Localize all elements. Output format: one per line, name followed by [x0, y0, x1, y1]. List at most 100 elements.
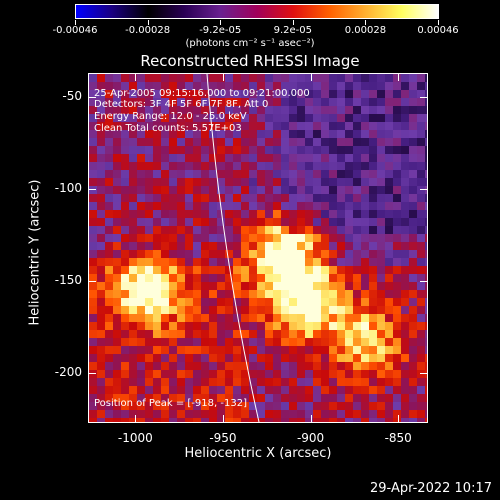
heatmap-cell — [145, 266, 153, 274]
heatmap-cell — [425, 258, 427, 266]
heatmap-cell — [121, 282, 129, 290]
heatmap-cell — [97, 122, 105, 130]
heatmap-cell — [257, 74, 265, 82]
heatmap-cell — [169, 146, 177, 154]
heatmap-cell — [281, 250, 289, 258]
heatmap-cell — [257, 106, 265, 114]
heatmap-cell — [217, 338, 225, 346]
heatmap-cell — [305, 266, 313, 274]
heatmap-cell — [425, 266, 427, 274]
heatmap-cell — [257, 194, 265, 202]
heatmap-cell — [137, 218, 145, 226]
heatmap-cell — [353, 82, 361, 90]
heatmap-cell — [153, 242, 161, 250]
heatmap-cell — [241, 146, 249, 154]
heatmap-cell — [233, 410, 241, 418]
heatmap-cell — [273, 274, 281, 282]
heatmap-cell — [233, 282, 241, 290]
heatmap-cell — [233, 74, 241, 82]
heatmap-cell — [209, 362, 217, 370]
heatmap-cell — [361, 394, 369, 402]
heatmap-cell — [257, 282, 265, 290]
heatmap-cell — [209, 402, 217, 410]
heatmap-cell — [209, 378, 217, 386]
heatmap-cell — [297, 322, 305, 330]
heatmap-cell — [249, 354, 257, 362]
heatmap-cell — [345, 170, 353, 178]
heatmap-cell — [417, 170, 425, 178]
heatmap-cell — [225, 354, 233, 362]
heatmap-cell — [305, 178, 313, 186]
heatmap-cell — [305, 322, 313, 330]
heatmap-cell — [297, 162, 305, 170]
heatmap-cell — [385, 402, 393, 410]
heatmap-cell — [201, 314, 209, 322]
heatmap-cell — [281, 74, 289, 82]
heatmap-cell — [369, 226, 377, 234]
heatmap-cell — [193, 194, 201, 202]
heatmap-cell — [177, 282, 185, 290]
heatmap-cell — [241, 90, 249, 98]
heatmap-cell — [177, 306, 185, 314]
heatmap-cell — [89, 146, 97, 154]
rhessi-image-plot[interactable]: 25-Apr-2005 09:15:16.000 to 09:21:00.000… — [88, 73, 428, 423]
heatmap-cell — [281, 122, 289, 130]
heatmap-cell — [337, 90, 345, 98]
heatmap-cell — [225, 322, 233, 330]
heatmap-cell — [409, 146, 417, 154]
heatmap-cell — [129, 298, 137, 306]
heatmap-cell — [377, 82, 385, 90]
heatmap-cell — [297, 386, 305, 394]
heatmap-cell — [97, 98, 105, 106]
heatmap-cell — [377, 202, 385, 210]
heatmap-cell — [249, 74, 257, 82]
heatmap-cell — [361, 242, 369, 250]
heatmap-cell — [289, 226, 297, 234]
heatmap-cell — [105, 226, 113, 234]
heatmap-cell — [129, 410, 137, 418]
heatmap-cell — [369, 298, 377, 306]
heatmap-cell — [369, 82, 377, 90]
heatmap-cell — [257, 274, 265, 282]
heatmap-cell — [377, 114, 385, 122]
heatmap-cell — [105, 394, 113, 402]
heatmap-cell — [329, 130, 337, 138]
heatmap-cell — [361, 274, 369, 282]
heatmap-cell — [353, 234, 361, 242]
heatmap-cell — [385, 298, 393, 306]
heatmap-cell — [105, 250, 113, 258]
heatmap-cell — [169, 314, 177, 322]
heatmap-cell — [217, 242, 225, 250]
heatmap-cell — [233, 418, 241, 422]
heatmap-cell — [161, 250, 169, 258]
heatmap-cell — [177, 314, 185, 322]
heatmap-cell — [361, 386, 369, 394]
heatmap-cell — [385, 314, 393, 322]
heatmap-cell — [121, 106, 129, 114]
heatmap-cell — [113, 138, 121, 146]
heatmap-cell — [97, 90, 105, 98]
heatmap-cell — [121, 410, 129, 418]
colorbar-tick-mark — [75, 20, 76, 25]
y-tick-label: -150 — [54, 273, 82, 288]
heatmap-cell — [377, 314, 385, 322]
heatmap-cell — [249, 122, 257, 130]
heatmap-cell — [185, 402, 193, 410]
heatmap-cell — [105, 130, 113, 138]
heatmap-cell — [273, 106, 281, 114]
heatmap-cell — [105, 202, 113, 210]
heatmap-cell — [209, 242, 217, 250]
heatmap-cell — [161, 314, 169, 322]
heatmap-cell — [161, 410, 169, 418]
heatmap-cell — [145, 418, 153, 422]
heatmap-cell — [249, 154, 257, 162]
heatmap-cell — [89, 130, 97, 138]
heatmap-cell — [113, 298, 121, 306]
heatmap-cell — [369, 322, 377, 330]
heatmap-cell — [297, 298, 305, 306]
heatmap-cell — [265, 122, 273, 130]
heatmap-cell — [353, 122, 361, 130]
heatmap-cell — [177, 266, 185, 274]
heatmap-cell — [129, 74, 137, 82]
heatmap-cell — [233, 266, 241, 274]
